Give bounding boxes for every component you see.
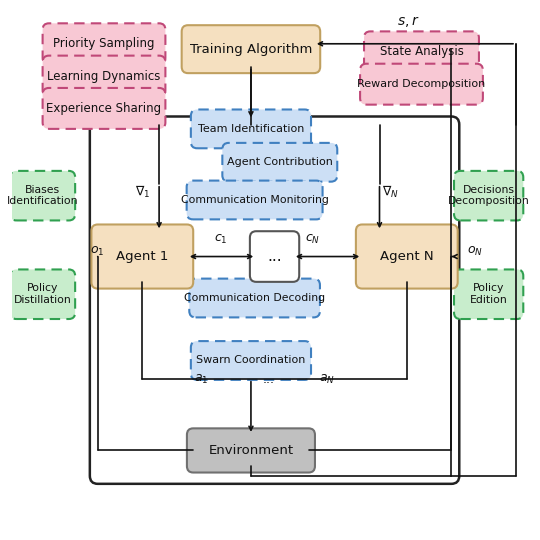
Text: Environment: Environment	[208, 444, 294, 457]
Text: Agent 1: Agent 1	[116, 250, 168, 263]
Text: Biases
Identification: Biases Identification	[7, 185, 78, 206]
FancyBboxPatch shape	[364, 31, 479, 72]
Text: $a_1$: $a_1$	[194, 373, 208, 387]
Text: Decisions
Decomposition: Decisions Decomposition	[448, 185, 530, 206]
FancyBboxPatch shape	[360, 64, 483, 105]
FancyBboxPatch shape	[43, 23, 165, 64]
Text: $o_N$: $o_N$	[467, 245, 483, 258]
FancyBboxPatch shape	[181, 25, 320, 73]
FancyBboxPatch shape	[187, 180, 322, 219]
FancyBboxPatch shape	[10, 269, 75, 319]
FancyBboxPatch shape	[43, 56, 165, 97]
Text: State Analysis: State Analysis	[380, 45, 463, 58]
Text: Policy
Distillation: Policy Distillation	[14, 284, 71, 305]
FancyBboxPatch shape	[191, 341, 311, 380]
Text: Team Identification: Team Identification	[198, 124, 304, 134]
Text: $a_N$: $a_N$	[319, 373, 335, 387]
Text: $c_N$: $c_N$	[305, 233, 320, 246]
FancyBboxPatch shape	[43, 88, 165, 129]
FancyBboxPatch shape	[454, 171, 523, 220]
FancyBboxPatch shape	[356, 225, 458, 288]
Text: $\nabla_N$: $\nabla_N$	[382, 184, 399, 200]
Text: Agent Contribution: Agent Contribution	[227, 157, 333, 167]
Text: Learning Dynamics: Learning Dynamics	[48, 70, 161, 83]
Text: Training Algorithm: Training Algorithm	[190, 43, 312, 56]
Text: Experience Sharing: Experience Sharing	[46, 102, 161, 115]
Text: $c_1$: $c_1$	[214, 233, 228, 246]
FancyBboxPatch shape	[250, 231, 299, 282]
Text: ...: ...	[267, 249, 282, 264]
Text: Communication Decoding: Communication Decoding	[184, 293, 325, 303]
Text: Agent N: Agent N	[380, 250, 434, 263]
Text: ...: ...	[262, 373, 274, 387]
Text: Priority Sampling: Priority Sampling	[53, 37, 155, 50]
FancyBboxPatch shape	[222, 143, 338, 181]
Text: $\nabla_1$: $\nabla_1$	[134, 184, 150, 200]
Text: $o_1$: $o_1$	[90, 245, 104, 258]
FancyBboxPatch shape	[191, 110, 311, 148]
Text: Policy
Edition: Policy Edition	[470, 284, 508, 305]
FancyBboxPatch shape	[91, 225, 193, 288]
FancyBboxPatch shape	[190, 279, 320, 318]
Text: Reward Decomposition: Reward Decomposition	[357, 79, 485, 89]
Text: $s, r$: $s, r$	[397, 14, 420, 29]
Text: Swarn Coordination: Swarn Coordination	[196, 355, 306, 366]
FancyBboxPatch shape	[10, 171, 75, 220]
FancyBboxPatch shape	[187, 428, 315, 472]
FancyBboxPatch shape	[454, 269, 523, 319]
Text: Communication Monitoring: Communication Monitoring	[181, 195, 328, 205]
